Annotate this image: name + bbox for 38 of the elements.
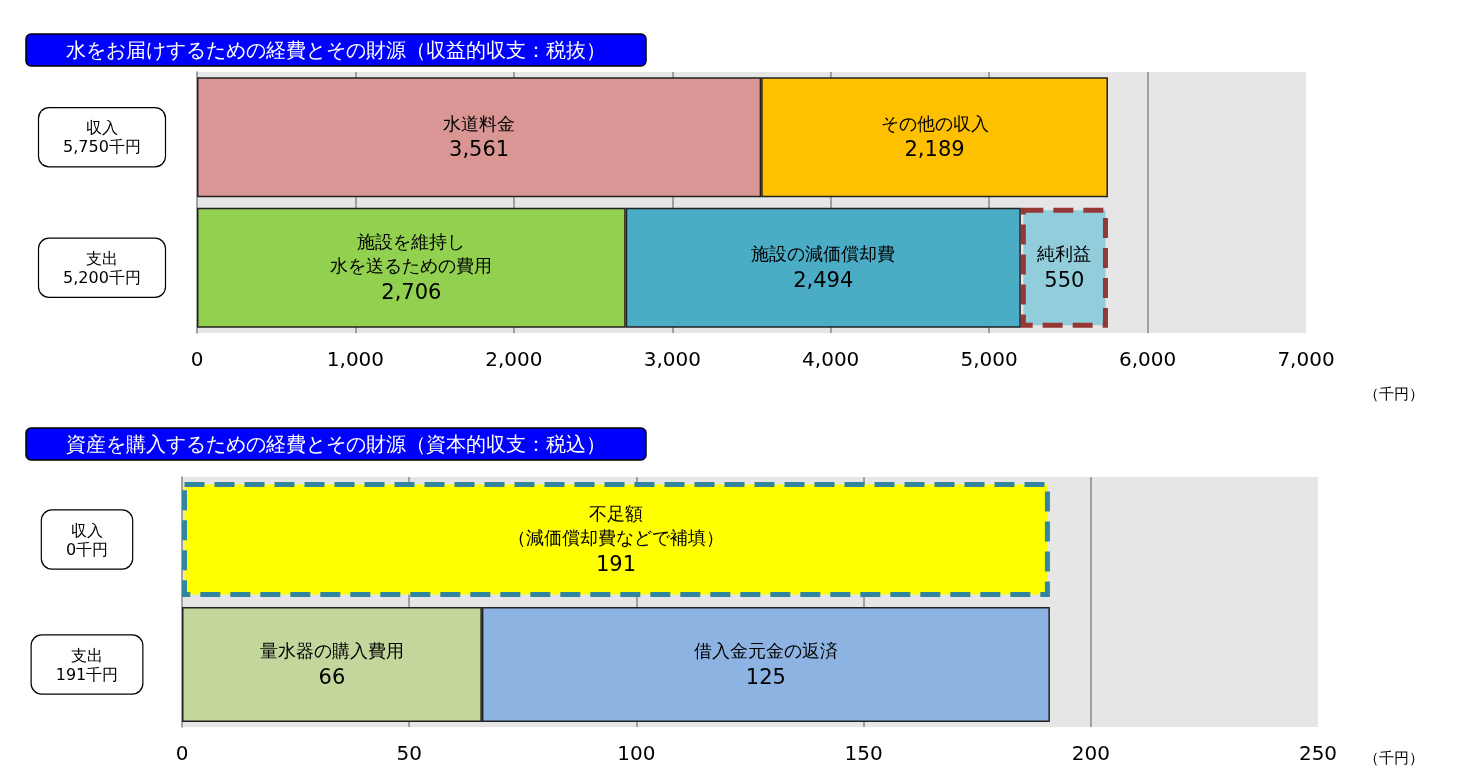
x-tick-label: 6,000 [1118, 347, 1177, 371]
y-tick-label: 収入 0千円 [65, 520, 109, 559]
data-label: 550 [1044, 267, 1085, 292]
data-label: 2,189 [904, 137, 965, 162]
x-tick-label: 0 [175, 741, 189, 765]
x-tick-label: 250 [1298, 741, 1338, 765]
x-axis-title: （千円） [1364, 384, 1424, 403]
x-tick-label: 7,000 [1277, 347, 1335, 371]
chart-title: 資産を購入するための経費とその財源（資本的収支：税込） [66, 432, 606, 456]
x-tick-label: 3,000 [643, 347, 701, 371]
x-tick-label: 2,000 [485, 347, 543, 371]
x-tick-label: 1,000 [326, 347, 385, 371]
series-label: 借入金元金の返済 [693, 640, 838, 661]
series-label: その他の収入 [880, 112, 989, 134]
series-label: 不足額（減価償却費などで補填） [507, 503, 724, 548]
series-label: 施設の減価償却費 [751, 243, 896, 265]
data-label: 125 [745, 664, 786, 689]
series-label: 施設を維持し水を送るための費用 [330, 231, 493, 277]
x-tick-label: 4,000 [802, 347, 860, 371]
y-tick-label: 収入 5,750千円 [63, 118, 141, 157]
x-tick-label: 0 [190, 347, 204, 371]
data-label: 191 [595, 551, 636, 576]
data-label: 66 [318, 664, 346, 689]
x-axis-title: （千円） [1364, 748, 1424, 767]
x-tick-label: 100 [617, 741, 656, 765]
x-tick-label: 5,000 [960, 347, 1018, 371]
x-tick-label: 200 [1071, 741, 1110, 765]
data-label: 3,561 [449, 137, 510, 162]
x-tick-label: 150 [844, 741, 883, 765]
x-tick-label: 50 [396, 741, 422, 765]
data-label: 2,494 [793, 267, 854, 292]
series-label: 純利益 [1037, 243, 1092, 265]
y-tick-label: 支出 191千円 [55, 645, 119, 684]
data-label: 2,706 [381, 279, 442, 304]
series-label: 水道料金 [443, 112, 516, 134]
y-tick-label: 支出 5,200千円 [63, 248, 141, 287]
series-label: 量水器の購入費用 [259, 640, 404, 661]
chart-title: 水をお届けするための経費とその財源（収益的収支：税抜） [66, 38, 606, 62]
